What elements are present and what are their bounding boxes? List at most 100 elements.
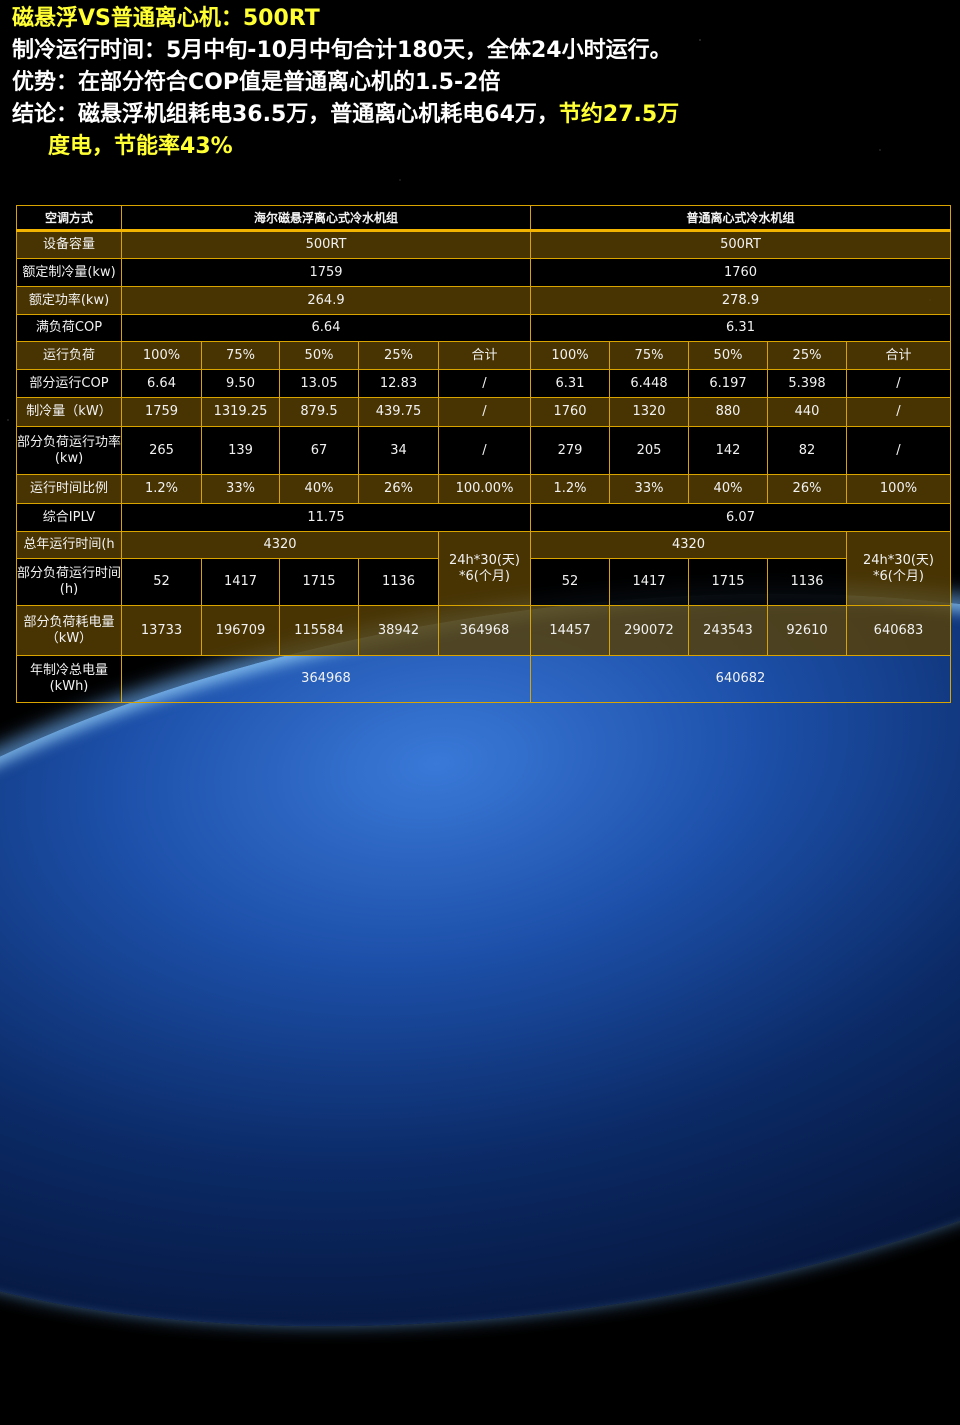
table-cell: 1715 — [279, 558, 359, 606]
table-cell: 243543 — [688, 605, 768, 656]
table-cell: 640683 — [846, 605, 951, 656]
table-cell: 439.75 — [358, 397, 439, 427]
table-cell: / — [846, 369, 951, 398]
table-cell: 6.448 — [609, 369, 689, 398]
table-cell: 75% — [201, 341, 280, 370]
table-cell: 115584 — [279, 605, 359, 656]
table-cell: 52 — [121, 558, 202, 606]
row-label: 额定制冷量(kw) — [16, 258, 122, 287]
table-cell: 1417 — [609, 558, 689, 606]
table-cell: 1320 — [609, 397, 689, 427]
table-cell: 26% — [358, 474, 439, 504]
table-cell: 1.2% — [121, 474, 202, 504]
table-cell: 75% — [609, 341, 689, 370]
row-label: 运行负荷 — [16, 341, 122, 370]
table-cell: 440 — [767, 397, 847, 427]
slide-title: 磁悬浮VS普通离心机：500RT — [12, 6, 320, 31]
table-cell: 880 — [688, 397, 768, 427]
table-cell: 25% — [358, 341, 439, 370]
table-row-time-ratio: 运行时间比例 1.2% 33% 40% 26% 100.00% 1.2% 33% 40% 26% 1… — [16, 474, 951, 504]
table-cell: 82 — [767, 426, 847, 475]
table-cell: 364968 — [438, 605, 531, 656]
table-cell: 1760 — [530, 258, 951, 287]
table-cell: 50% — [279, 341, 359, 370]
table-cell: 24h*30(天) *6(个月) — [846, 531, 951, 606]
table-cell: / — [846, 426, 951, 475]
slide-text: 磁悬浮VS普通离心机：500RT 制冷运行时间：5月中旬-10月中旬合计180天… — [12, 3, 679, 163]
table-row-rated-power: 额定功率(kw) 264.9 278.9 — [16, 286, 951, 315]
table-cell: 279 — [530, 426, 610, 475]
row-label: 综合IPLV — [16, 503, 122, 532]
table-cell: 264.9 — [121, 286, 531, 315]
table-cell: 普通离心式冷水机组 — [530, 205, 951, 232]
conclusion-line: 结论：磁悬浮机组耗电36.5万，普通离心机耗电64万，节约27.5万 — [12, 99, 679, 131]
table-cell: 500RT — [530, 230, 951, 259]
table-cell: 92610 — [767, 605, 847, 656]
table-row-header: 空调方式 海尔磁悬浮离心式冷水机组 普通离心式冷水机组 — [16, 205, 951, 232]
table-cell: 205 — [609, 426, 689, 475]
cooling-period-line: 制冷运行时间：5月中旬-10月中旬合计180天，全体24小时运行。 — [12, 38, 672, 63]
table-cell: 142 — [688, 426, 768, 475]
table-cell: 50% — [688, 341, 768, 370]
table-cell: 5.398 — [767, 369, 847, 398]
savings-unit: 度电， — [48, 134, 115, 159]
table-row-cooling-output: 制冷量（kW） 1759 1319.25 879.5 439.75/1760 1320 88… — [16, 397, 951, 427]
table-cell: 1136 — [358, 558, 439, 606]
table-cell: 12.83 — [358, 369, 439, 398]
savings-rate: 节能率43% — [114, 134, 233, 159]
table-cell: 合计 — [438, 341, 531, 370]
row-label: 设备容量 — [16, 230, 122, 259]
row-label: 总年运行时间(h — [16, 531, 122, 559]
table-cell: 6.64 — [121, 314, 531, 342]
table-cell: 海尔磁悬浮离心式冷水机组 — [121, 205, 531, 232]
table-cell: 40% — [279, 474, 359, 504]
table-cell: / — [438, 369, 531, 398]
table-cell: 33% — [609, 474, 689, 504]
table-cell: 13.05 — [279, 369, 359, 398]
table-cell: 25% — [767, 341, 847, 370]
table-row-rated-cooling: 额定制冷量(kw) 1759 1760 — [16, 258, 951, 287]
table-cell: 364968 — [121, 655, 531, 703]
table-cell: 9.50 — [201, 369, 280, 398]
table-cell: 38942 — [358, 605, 439, 656]
row-label: 部分负荷运行功率(kw) — [16, 426, 122, 475]
table-cell: 879.5 — [279, 397, 359, 427]
table-cell: / — [438, 397, 531, 427]
table-cell: 1.2% — [530, 474, 610, 504]
table-row-part-load-energy: 部分负荷耗电量（kW） 13733 196709 115584 38942 364968 1… — [16, 605, 951, 656]
table-row-part-load-power: 部分负荷运行功率(kw) 265 139 67 34/279 205 142 82/ — [16, 426, 951, 475]
table-cell: 40% — [688, 474, 768, 504]
table-cell: 1136 — [767, 558, 847, 606]
table-row-load-level: 运行负荷 100% 75% 50% 25% 合计 100% 75% 50% 25% 合计 — [16, 341, 951, 370]
savings-highlight: 节约27.5万 — [558, 102, 680, 127]
table-cell: 6.31 — [530, 314, 951, 342]
table-cell: 1759 — [121, 397, 202, 427]
table-cell: 26% — [767, 474, 847, 504]
table-cell: 100% — [121, 341, 202, 370]
row-label: 空调方式 — [16, 205, 122, 232]
conclusion-text: 结论：磁悬浮机组耗电36.5万，普通离心机耗电64万， — [12, 102, 559, 127]
table-cell: 500RT — [121, 230, 531, 259]
advantage-line: 优势：在部分符合COP值是普通离心机的1.5-2倍 — [12, 70, 501, 95]
table-cell: 34 — [358, 426, 439, 475]
row-label: 运行时间比例 — [16, 474, 122, 504]
table-cell: 1760 — [530, 397, 610, 427]
row-label: 部分运行COP — [16, 369, 122, 398]
table-cell: 100.00% — [438, 474, 531, 504]
table-cell: 640682 — [530, 655, 951, 703]
row-label: 年制冷总电量(kWh) — [16, 655, 122, 703]
row-label: 满负荷COP — [16, 314, 122, 342]
table-cell: 1417 — [201, 558, 280, 606]
table-cell: 13733 — [121, 605, 202, 656]
table-cell: 67 — [279, 426, 359, 475]
table-cell: 11.75 — [121, 503, 531, 532]
table-cell: 1759 — [121, 258, 531, 287]
table-cell: 6.07 — [530, 503, 951, 532]
table-cell: 6.31 — [530, 369, 610, 398]
table-cell: 合计 — [846, 341, 951, 370]
table-cell: 278.9 — [530, 286, 951, 315]
table-cell: 14457 — [530, 605, 610, 656]
table-cell: 290072 — [609, 605, 689, 656]
table-cell: / — [846, 397, 951, 427]
table-row-capacity: 设备容量 500RT 500RT — [16, 230, 951, 259]
